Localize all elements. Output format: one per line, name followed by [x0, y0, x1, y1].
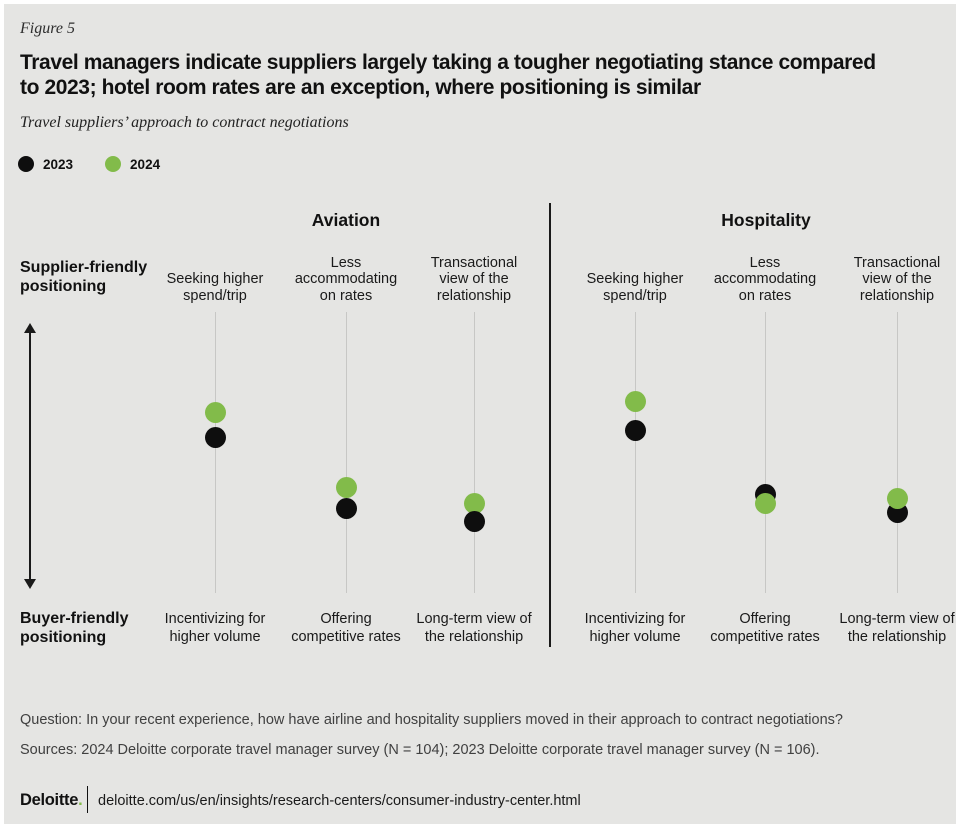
- column-stem-line: [764, 312, 766, 593]
- column-top-label: Less accommodating on rates: [294, 254, 398, 304]
- figure-title: Travel managers indicate suppliers large…: [20, 51, 876, 99]
- column-aviation-relationship: Transactional view of the relationship L…: [416, 202, 532, 672]
- dot-2024: [335, 476, 357, 498]
- column-top-label: Transactional view of the relationship: [853, 254, 941, 304]
- arrow-shaft: [29, 331, 31, 581]
- dot-2024: [204, 401, 226, 423]
- footer-divider: [87, 786, 89, 813]
- column-top-label: Seeking higher spend/trip: [166, 271, 264, 304]
- column-hospitality-relationship: Transactional view of the relationship L…: [839, 202, 955, 672]
- legend: 2023 2024: [18, 156, 192, 172]
- column-bottom-label: Incentivizing for higher volume: [164, 611, 266, 645]
- column-top-label: Seeking higher spend/trip: [586, 271, 684, 304]
- column-bottom-label: Incentivizing for higher volume: [584, 611, 686, 645]
- column-bottom-label: Long-term view of the relationship: [416, 611, 532, 645]
- column-stem-line: [214, 312, 216, 593]
- vertical-axis-arrow-icon: [23, 323, 37, 589]
- dot-track: [335, 312, 357, 593]
- dot-2023: [204, 426, 226, 448]
- dot-2024: [886, 487, 908, 509]
- deloitte-wordmark: Deloitte: [20, 791, 79, 809]
- column-hospitality-spend: Seeking higher spend/trip Incentivizing …: [577, 202, 693, 672]
- dot-2024: [624, 390, 646, 412]
- column-stem-line: [473, 312, 475, 593]
- dot-2024: [463, 492, 485, 514]
- group-title-aviation: Aviation: [311, 210, 381, 230]
- column-hospitality-rates: Less accommodating on rates Offering com…: [707, 202, 823, 672]
- column-stem-line: [896, 312, 898, 593]
- legend-dot-2024-icon: [105, 156, 122, 172]
- column-top-label: Less accommodating on rates: [713, 254, 817, 304]
- figure-subtitle: Travel suppliers’ approach to contract n…: [20, 114, 349, 131]
- dot-track: [204, 312, 226, 593]
- dot-track: [463, 312, 485, 593]
- column-bottom-label: Offering competitive rates: [291, 611, 401, 645]
- figure-canvas: Figure 5 Travel managers indicate suppli…: [4, 4, 956, 824]
- legend-label-2024: 2024: [130, 156, 161, 172]
- deloitte-logo: Deloitte.: [20, 791, 83, 810]
- dot-2024: [754, 492, 776, 514]
- dot-track: [624, 312, 646, 593]
- column-bottom-label: Long-term view of the relationship: [839, 611, 955, 645]
- figure-label: Figure 5: [20, 20, 75, 37]
- dot-track: [886, 312, 908, 593]
- legend-dot-2023-icon: [18, 156, 34, 172]
- legend-item-2024: 2024: [105, 156, 160, 172]
- dot-track: [754, 312, 776, 593]
- arrow-up-icon: [24, 323, 36, 333]
- question-text: Question: In your recent experience, how…: [20, 712, 843, 728]
- group-divider-line: [549, 203, 551, 647]
- group-title-hospitality: Hospitality: [721, 210, 811, 230]
- axis-label-buyer-friendly: Buyer-friendly positioning: [20, 610, 129, 646]
- axis-label-supplier-friendly: Supplier-friendly positioning: [20, 259, 148, 295]
- dot-2023: [463, 510, 485, 532]
- column-top-label: Transactional view of the relationship: [430, 254, 518, 304]
- deloitte-logo-period: .: [78, 791, 83, 809]
- column-aviation-rates: Less accommodating on rates Offering com…: [288, 202, 404, 672]
- column-aviation-spend: Seeking higher spend/trip Incentivizing …: [157, 202, 273, 672]
- arrow-down-icon: [24, 579, 36, 589]
- legend-item-2023: 2023: [18, 156, 73, 172]
- dot-2023: [624, 420, 646, 442]
- column-bottom-label: Offering competitive rates: [710, 611, 820, 645]
- dot-2023: [335, 498, 357, 520]
- sources-text: Sources: 2024 Deloitte corporate travel …: [20, 742, 820, 758]
- column-stem-line: [345, 312, 347, 593]
- column-stem-line: [634, 312, 636, 593]
- footer-url-link[interactable]: deloitte.com/us/en/insights/research-cen…: [98, 793, 581, 809]
- legend-label-2023: 2023: [43, 156, 74, 172]
